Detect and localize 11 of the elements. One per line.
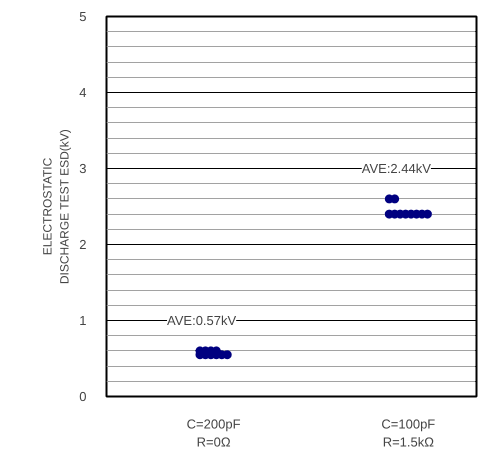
y-axis-title: ELECTROSTATIC DISCHARGE TEST ESD(kV) [40,129,72,284]
y-tick-label: 3 [79,161,87,176]
y-tick-label: 5 [79,9,87,24]
y-tick-label: 0 [79,389,87,404]
y-tick-label: 2 [79,237,87,252]
x-tick-label: C=200pF R=0Ω [186,416,241,450]
y-tick-label: 1 [79,313,87,328]
annotation: AVE:2.44kV [362,161,432,176]
y-tick-label: 4 [79,85,87,100]
annotation: AVE:0.57kV [167,313,236,328]
x-tick-label: C=100pF R=1.5kΩ [381,416,436,450]
